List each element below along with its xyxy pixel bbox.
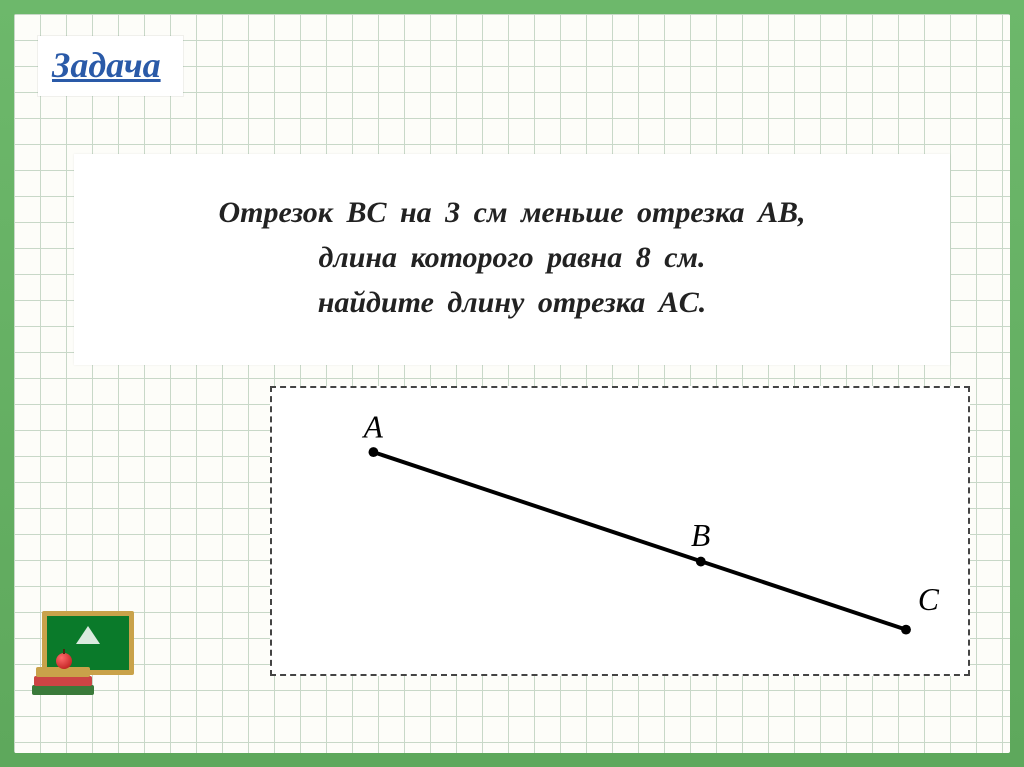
- chalkboard-content: [47, 616, 129, 644]
- book-green: [32, 685, 94, 695]
- title-text: Задача: [52, 44, 161, 86]
- label-B: B: [691, 518, 710, 553]
- label-A: A: [362, 409, 384, 444]
- slide-frame: Задача Отрезок BC на 3 см меньше отрезка…: [0, 0, 1024, 767]
- segment-diagram: A B C: [272, 388, 968, 674]
- title-box: Задача: [38, 36, 183, 96]
- book-stack: [32, 665, 102, 695]
- problem-line-3: найдите длину отрезка AC.: [104, 280, 920, 325]
- segment-AC: [373, 452, 906, 630]
- diagram-box: A B C: [270, 386, 970, 676]
- point-A: [369, 447, 379, 457]
- apple-icon: [56, 653, 72, 669]
- chalkboard-decoration: [32, 611, 142, 695]
- label-C: C: [918, 582, 940, 617]
- problem-line-2: длина которого равна 8 см.: [104, 235, 920, 280]
- book-red: [34, 676, 92, 686]
- problem-statement-box: Отрезок BC на 3 см меньше отрезка AB, дл…: [74, 154, 950, 365]
- point-C: [901, 625, 911, 635]
- problem-line-1: Отрезок BC на 3 см меньше отрезка AB,: [104, 190, 920, 235]
- point-B: [696, 557, 706, 567]
- grid-background: Задача Отрезок BC на 3 см меньше отрезка…: [14, 14, 1010, 753]
